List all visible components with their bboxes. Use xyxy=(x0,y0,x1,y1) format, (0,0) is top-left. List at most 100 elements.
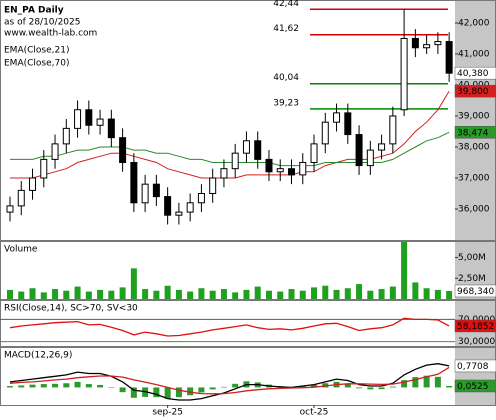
panel-title: Volume xyxy=(4,245,38,255)
bar xyxy=(187,387,194,396)
y-tick-label: 37,000 xyxy=(458,173,490,183)
bar xyxy=(367,387,374,390)
bar xyxy=(18,291,25,299)
bar xyxy=(153,290,160,299)
bar xyxy=(434,376,441,388)
candle-body xyxy=(389,115,397,145)
bar xyxy=(63,290,70,299)
legend-entry: EMA(Close,21) xyxy=(4,46,69,56)
candle-body xyxy=(423,44,431,49)
bar xyxy=(356,387,363,389)
bar xyxy=(85,291,92,299)
candle-body xyxy=(220,168,228,179)
candle-body xyxy=(209,177,217,194)
bar xyxy=(232,383,239,388)
bar xyxy=(119,287,126,299)
candle-body xyxy=(141,183,149,204)
candle-body xyxy=(51,143,59,160)
bar xyxy=(175,387,182,398)
panel-title: MACD(12,26,9) xyxy=(4,351,72,361)
bar xyxy=(220,386,227,388)
candle-body xyxy=(96,118,104,126)
bar xyxy=(119,387,126,393)
y-tick-label: 36,000 xyxy=(458,204,490,214)
bar xyxy=(243,289,250,299)
y-tick-label: 42,000 xyxy=(458,18,490,28)
level-label: 41,62 xyxy=(273,24,299,34)
bar xyxy=(389,286,396,299)
last-value-label: 38,474 xyxy=(457,128,489,138)
bar xyxy=(153,387,160,398)
last-value-box xyxy=(454,319,496,333)
bar xyxy=(40,384,47,388)
candle-body xyxy=(288,168,295,176)
bar xyxy=(378,387,385,390)
candle-body xyxy=(17,189,25,207)
bar xyxy=(265,290,272,299)
bar xyxy=(63,383,70,388)
candle-body xyxy=(85,109,93,126)
bar xyxy=(356,284,363,299)
bar xyxy=(446,290,453,299)
candle-body xyxy=(231,152,239,170)
level-label: 40,04 xyxy=(273,73,299,83)
candle-body xyxy=(29,177,37,191)
candle-body xyxy=(107,118,115,139)
legend-entry: EMA(Close,70) xyxy=(4,59,69,69)
bar xyxy=(130,387,137,398)
bar xyxy=(311,384,318,388)
series-line xyxy=(10,90,450,179)
bar xyxy=(322,285,329,299)
chart-subtitle: as of 28/10/2025 xyxy=(4,18,80,28)
bar xyxy=(367,290,374,299)
candle-body xyxy=(310,143,318,163)
y-tick-label: 38,000 xyxy=(458,142,490,152)
bar xyxy=(299,290,306,299)
bar xyxy=(434,289,441,299)
last-value-box xyxy=(454,379,496,393)
candle-body xyxy=(175,211,183,216)
bar xyxy=(108,290,115,299)
bar xyxy=(29,288,36,299)
candle-body xyxy=(186,202,194,213)
candle-body xyxy=(152,183,160,198)
y-tick-label: 2,50M xyxy=(458,274,486,284)
candle-body xyxy=(242,140,250,154)
series-line xyxy=(9,317,450,337)
candle-body xyxy=(333,112,341,123)
bar xyxy=(164,387,171,399)
candle-body xyxy=(366,149,374,167)
y-tick-label: 41,000 xyxy=(458,49,490,59)
candle-body xyxy=(119,137,127,163)
bar xyxy=(322,383,329,388)
candle-body xyxy=(130,161,138,204)
bar xyxy=(311,287,318,299)
bar xyxy=(198,288,205,299)
bar xyxy=(412,282,419,299)
bar xyxy=(277,291,284,299)
bar xyxy=(209,290,216,299)
bar xyxy=(187,291,194,299)
bar xyxy=(7,386,13,388)
bar xyxy=(108,387,115,388)
candle-body xyxy=(6,205,14,213)
x-tick-label: sep-25 xyxy=(152,408,183,418)
series-line xyxy=(9,366,450,395)
bar xyxy=(18,385,25,388)
bar xyxy=(254,286,261,299)
level-label: 39,23 xyxy=(273,98,299,108)
last-value-box xyxy=(454,84,496,98)
bar xyxy=(389,386,396,388)
bar xyxy=(52,289,59,299)
last-value-box xyxy=(454,66,496,80)
bar xyxy=(288,289,295,299)
y-tick-label: 5,00M xyxy=(458,253,486,263)
candle-body xyxy=(164,196,172,216)
bar xyxy=(220,289,227,299)
chart-title: EN_PA Daily xyxy=(4,6,64,16)
candle-body xyxy=(40,158,48,179)
bar xyxy=(175,289,182,299)
last-value-label: 0,7708 xyxy=(457,362,489,372)
bar xyxy=(423,375,430,388)
